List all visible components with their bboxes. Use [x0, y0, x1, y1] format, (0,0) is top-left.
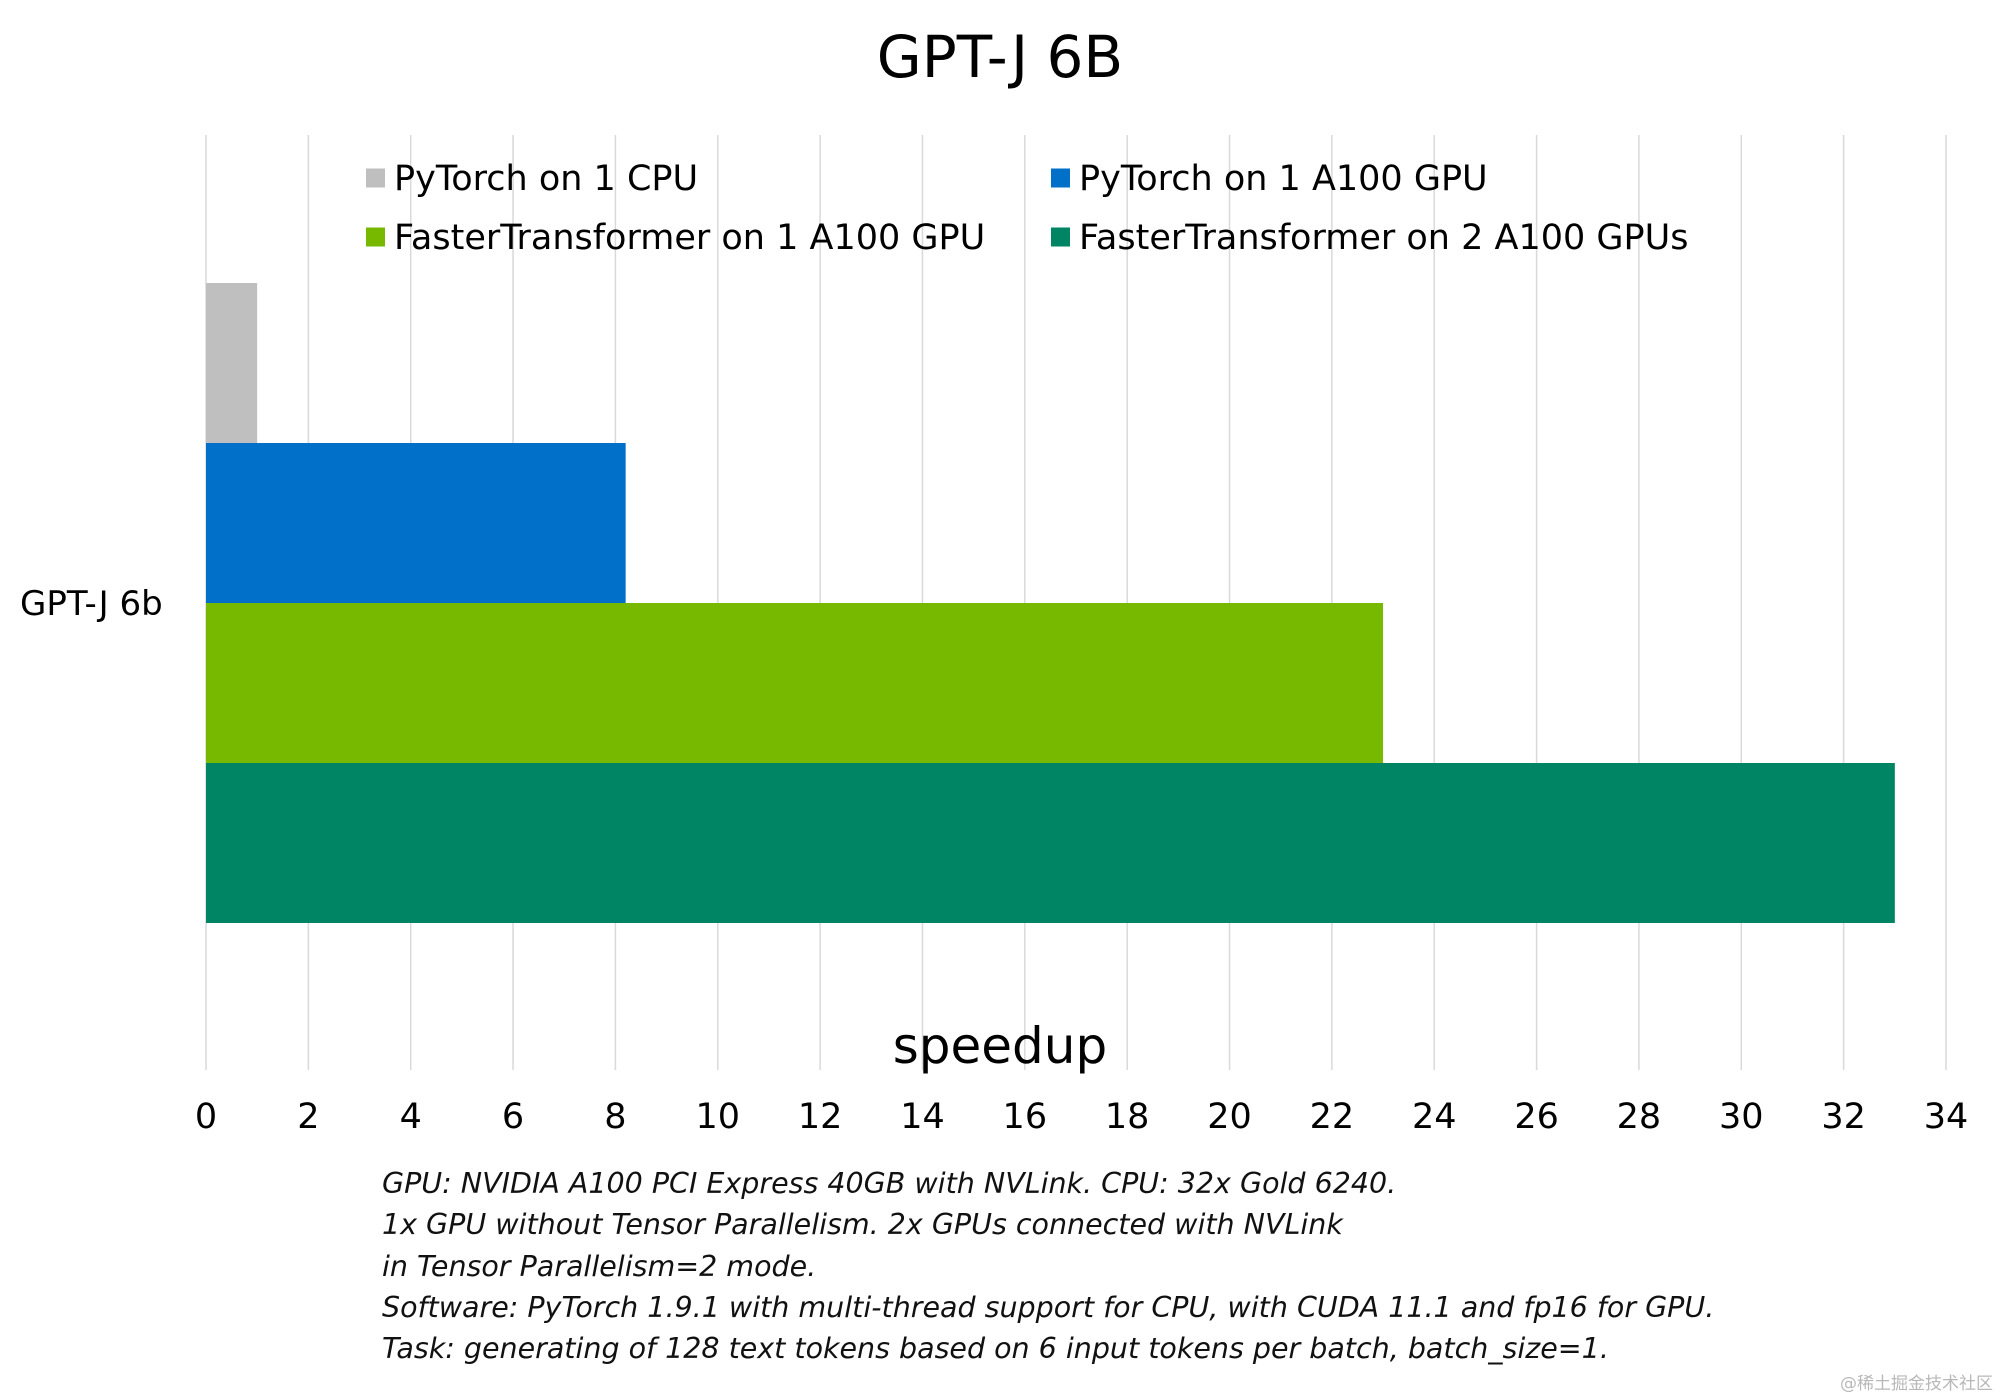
x-tick-label: 12 — [798, 1097, 843, 1137]
category-label: GPT-J 6b — [20, 584, 163, 624]
legend-label: PyTorch on 1 CPU — [394, 159, 698, 199]
bar-series-1 — [206, 283, 258, 443]
x-tick-label: 4 — [400, 1097, 422, 1137]
legend-label: FasterTransformer on 1 A100 GPU — [394, 218, 985, 258]
x-tick-label: 16 — [1003, 1097, 1048, 1137]
footnote-line: Task: generating of 128 text tokens base… — [382, 1332, 1609, 1366]
x-tick-label: 2 — [297, 1097, 319, 1137]
chart-title: GPT-J 6B — [877, 23, 1123, 91]
category-labels: GPT-J 6b — [20, 584, 163, 624]
x-tick-label: 30 — [1719, 1097, 1764, 1137]
legend-label: FasterTransformer on 2 A100 GPUs — [1079, 218, 1688, 258]
x-tick-label: 10 — [695, 1097, 740, 1137]
footnotes: GPU: NVIDIA A100 PCI Express 40GB with N… — [382, 1163, 1882, 1369]
x-tick-label: 26 — [1514, 1097, 1559, 1137]
x-tick-label: 34 — [1924, 1097, 1969, 1137]
x-tick-label: 28 — [1617, 1097, 1662, 1137]
x-tick-label: 6 — [502, 1097, 524, 1137]
x-tick-labels: 0 2 4 6 8 10 12 14 16 18 20 22 24 26 28 30 32 34 — [195, 1097, 1968, 1137]
x-tick-label: 20 — [1207, 1097, 1252, 1137]
footnote-line: Software: PyTorch 1.9.1 with multi-threa… — [382, 1290, 1715, 1324]
legend-label: PyTorch on 1 A100 GPU — [1079, 159, 1488, 199]
x-tick-label: 14 — [900, 1097, 945, 1137]
x-tick-label: 24 — [1412, 1097, 1457, 1137]
bars — [206, 283, 1895, 923]
x-tick-label: 18 — [1105, 1097, 1150, 1137]
x-axis-title: speedup — [893, 1017, 1107, 1075]
footnote-line: in Tensor Parallelism=2 mode. — [382, 1249, 817, 1283]
legend-swatch — [1051, 227, 1070, 247]
watermark: @稀土掘金技术社区 — [1840, 1374, 1993, 1394]
legend-swatch — [366, 168, 385, 188]
x-tick-label: 0 — [195, 1097, 217, 1137]
footnote-line: GPU: NVIDIA A100 PCI Express 40GB with N… — [382, 1167, 1397, 1200]
legend-swatch — [366, 227, 385, 247]
x-tick-label: 32 — [1821, 1097, 1866, 1137]
x-tick-label: 8 — [604, 1097, 626, 1137]
x-tick-label: 22 — [1310, 1097, 1355, 1137]
legend-swatch — [1051, 168, 1070, 188]
bar-series-4 — [206, 763, 1895, 923]
legend: PyTorch on 1 CPU PyTorch on 1 A100 GPU Fas… — [366, 159, 1688, 258]
footnote-line: 1x GPU without Tensor Parallelism. 2x GP… — [382, 1208, 1343, 1242]
bar-series-3 — [206, 603, 1384, 763]
bar-series-2 — [206, 443, 626, 603]
